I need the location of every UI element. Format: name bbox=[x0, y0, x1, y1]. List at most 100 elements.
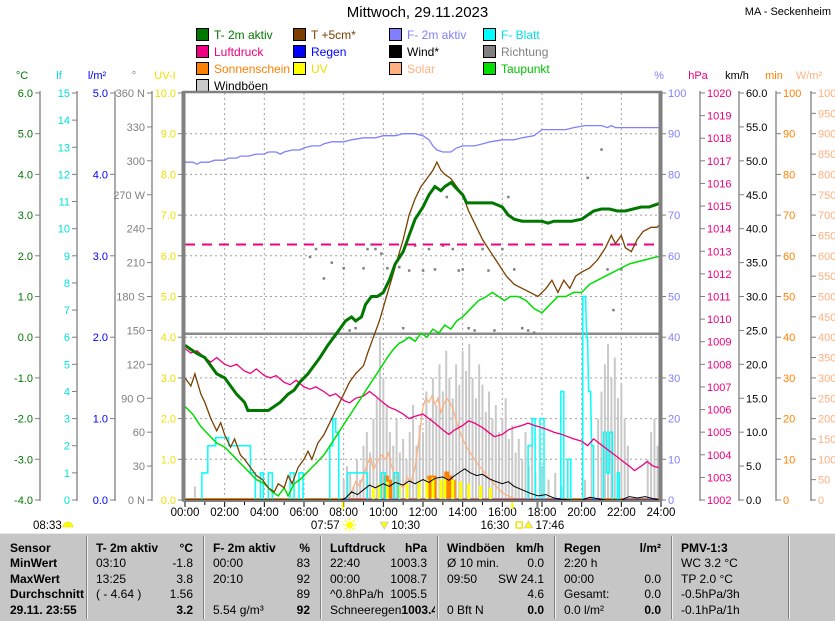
axis-label: 2.0 bbox=[18, 251, 33, 263]
axis-label: -2.0 bbox=[14, 414, 33, 426]
table-cell: 0 Bft N bbox=[447, 602, 484, 617]
series-richtung bbox=[481, 247, 484, 251]
table-cell: Luftdruck bbox=[330, 541, 386, 555]
table-cell: 4.6 bbox=[527, 587, 544, 602]
table-cell: 00:00 bbox=[330, 571, 361, 586]
table-row: Ø 10 min. 0.0 bbox=[439, 556, 552, 571]
series-richtung bbox=[366, 247, 369, 251]
axis-label: 2.0 bbox=[93, 332, 108, 344]
table-row-label: MaxWert bbox=[2, 572, 84, 587]
axis-label: 60 bbox=[783, 251, 795, 263]
series-windb-en bbox=[494, 405, 497, 500]
series-windb-en bbox=[584, 479, 587, 500]
legend-label: T +5cm* bbox=[311, 28, 356, 42]
series-richtung bbox=[487, 269, 490, 272]
series-windb-en bbox=[547, 479, 550, 500]
axis-label: 10.0 bbox=[155, 88, 176, 100]
axis-label: 9 bbox=[64, 251, 70, 263]
series-windb-en bbox=[342, 479, 345, 500]
series-richtung bbox=[407, 269, 411, 272]
series-richtung bbox=[330, 261, 334, 264]
legend-label: Richtung bbox=[501, 45, 549, 59]
axis-label: 20 bbox=[783, 414, 795, 426]
series-windb-en bbox=[650, 432, 653, 500]
series-richtung bbox=[586, 176, 589, 180]
axis-label: 1 bbox=[64, 468, 70, 480]
series-windb-en bbox=[554, 472, 557, 500]
series-windb-en bbox=[560, 486, 563, 500]
series-richtung bbox=[606, 268, 609, 271]
axis-label: 10 bbox=[58, 224, 70, 236]
table-column-empty bbox=[790, 541, 833, 619]
table-cell: TP 2.0 °C bbox=[681, 571, 733, 586]
series-windb-en bbox=[378, 336, 381, 500]
table-cell: 03:10 bbox=[96, 556, 127, 571]
sun-icon bbox=[352, 527, 355, 531]
series-sonnenschein bbox=[444, 471, 450, 500]
table-column-regen: Regen l/m² 2:20 h 00:00 0.0 Gesamt: 0.0 0.0 l/m… bbox=[556, 541, 669, 619]
table-cell: 0.0 bbox=[644, 587, 661, 602]
axis-label: 1010 bbox=[707, 314, 731, 326]
axis-label: 5.0 bbox=[161, 292, 176, 304]
series-windb-en bbox=[623, 418, 626, 500]
axis-label: 4.0 bbox=[161, 332, 176, 344]
series-richtung bbox=[348, 329, 351, 332]
table-row: 03:10 -1.8 bbox=[88, 556, 201, 571]
series-windb-en bbox=[517, 438, 520, 500]
series-windb-en bbox=[468, 343, 471, 500]
axis-label: 13 bbox=[58, 142, 70, 154]
series-uv bbox=[467, 483, 471, 500]
series-windb-en bbox=[471, 377, 474, 500]
axis-label: 70 bbox=[783, 210, 795, 222]
table-header: T- 2m aktiv °C bbox=[88, 541, 201, 556]
table-cell: 1003.3 bbox=[390, 556, 427, 571]
series-t-2m-aktiv bbox=[184, 180, 662, 412]
series-windb-en bbox=[445, 350, 448, 500]
series-uv bbox=[425, 479, 429, 500]
series-uv bbox=[405, 483, 409, 500]
table-cell: % bbox=[299, 541, 310, 555]
legend-item-uv: UV bbox=[293, 60, 328, 76]
series-richtung bbox=[421, 269, 425, 272]
axis-label: 24:00 bbox=[647, 507, 676, 519]
axis-label: 55.0 bbox=[746, 122, 767, 134]
series-uv bbox=[443, 477, 447, 500]
axis-label: km/h bbox=[725, 70, 749, 82]
table-cell: Sensor bbox=[10, 541, 51, 555]
series-uv bbox=[431, 477, 435, 500]
series-uv bbox=[397, 485, 401, 500]
series-sonnenschein bbox=[447, 475, 453, 500]
axis-label: 4.0 bbox=[18, 169, 33, 181]
table-cell: °C bbox=[179, 541, 193, 555]
series-uv bbox=[439, 479, 443, 500]
axis-label: 07:57 bbox=[311, 520, 340, 532]
axis-label: 1017 bbox=[707, 156, 731, 168]
series-windb-en bbox=[504, 398, 507, 500]
table-row: WC 3.2 °C bbox=[673, 556, 786, 571]
axis-label: 240 bbox=[127, 224, 145, 236]
table-cell: 3.8 bbox=[176, 571, 193, 586]
series-windb-en bbox=[610, 377, 613, 500]
table-column-sensor: Sensor MinWert MaxWert Durchschnitt 29.11. 2… bbox=[2, 541, 84, 619]
series-richtung bbox=[451, 247, 455, 251]
axis-label: 50 bbox=[668, 292, 680, 304]
table-row: Gesamt: 0.0 bbox=[556, 587, 669, 602]
table-cell: F- 2m aktiv bbox=[213, 541, 276, 555]
table-column-luftdruck: Luftdruck hPa 22:40 1003.3 00:00 1008.7 ^0.8hP… bbox=[322, 541, 435, 619]
axis-label: 02:00 bbox=[210, 507, 239, 519]
axis-label: 210 bbox=[127, 258, 145, 270]
legend-swatch-icon bbox=[483, 45, 496, 58]
series-windb-en bbox=[514, 452, 517, 500]
axis-label: 5 bbox=[64, 359, 70, 371]
series-richtung bbox=[445, 195, 449, 199]
series-richtung bbox=[461, 268, 464, 271]
axis-label: hPa bbox=[688, 70, 708, 82]
series-windb-en bbox=[465, 371, 468, 500]
series-windb-en bbox=[431, 377, 434, 500]
axis-label: 1014 bbox=[707, 224, 731, 236]
series-richtung bbox=[600, 148, 603, 151]
series-windb-en bbox=[478, 364, 481, 500]
table-cell: hPa bbox=[404, 541, 427, 555]
series-windb-en bbox=[369, 452, 372, 500]
axis-label: 3.0 bbox=[161, 373, 176, 385]
